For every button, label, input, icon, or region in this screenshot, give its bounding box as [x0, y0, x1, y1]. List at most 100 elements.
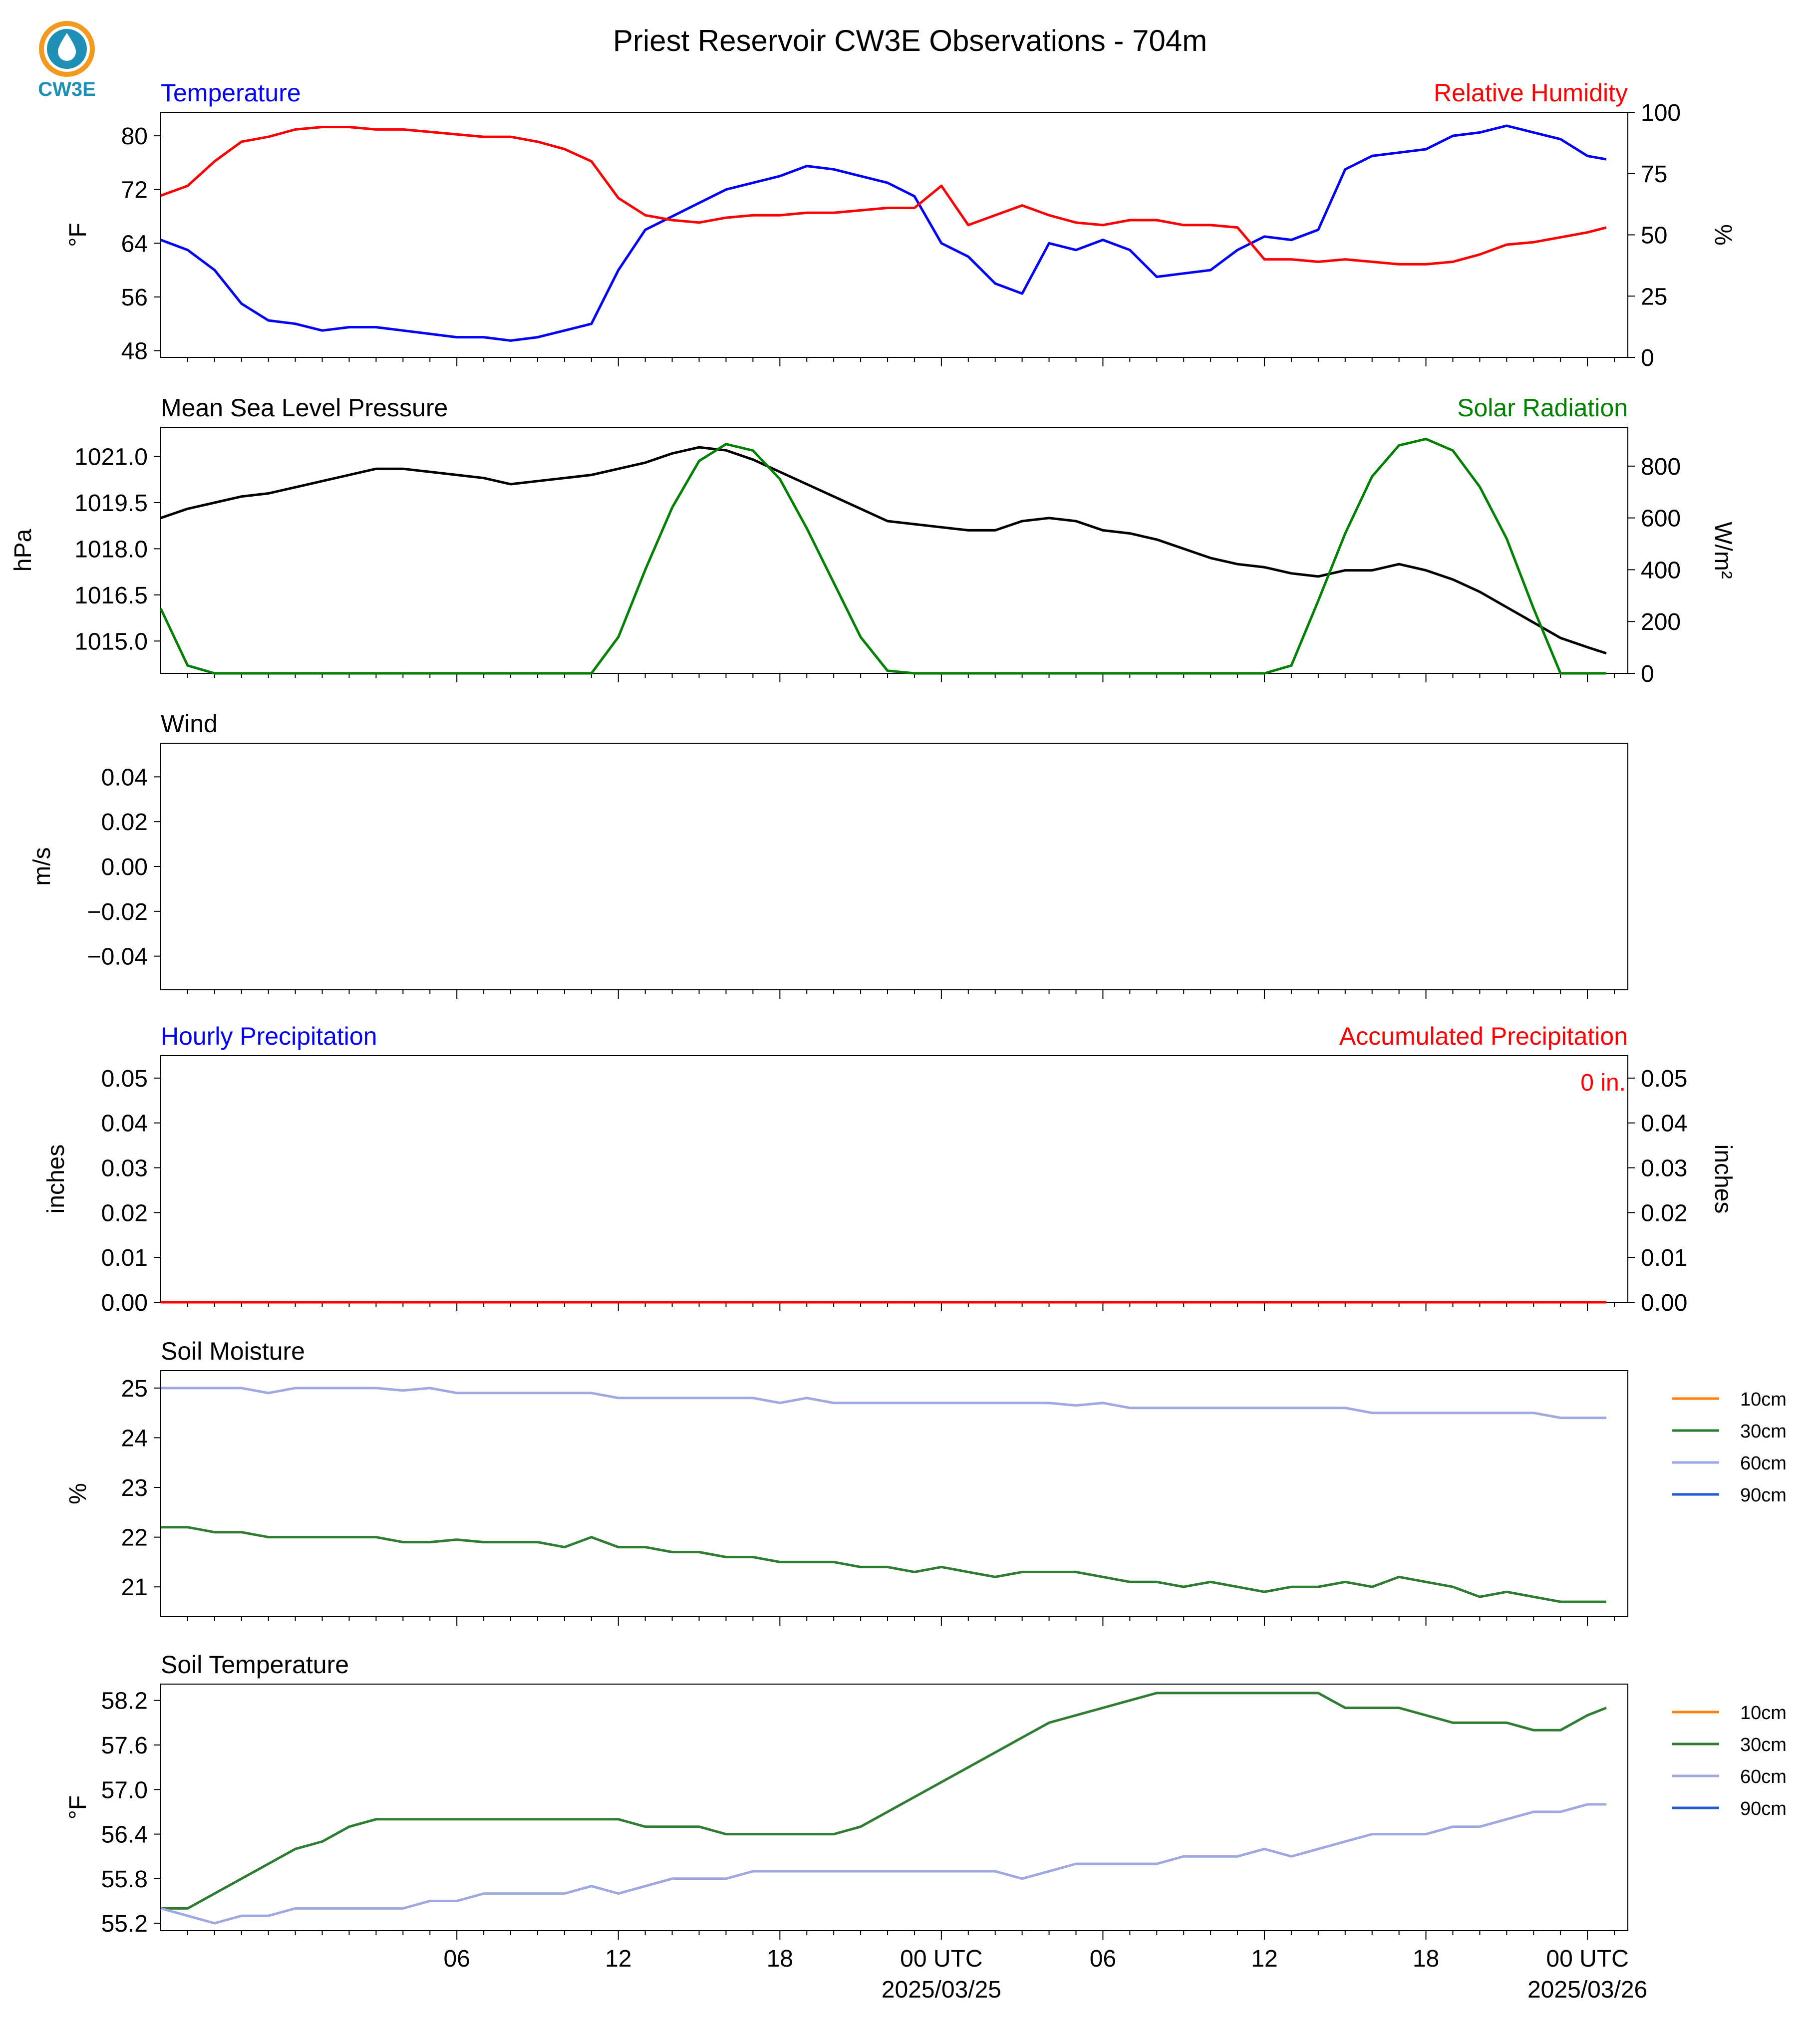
panel-title-left: Wind [161, 710, 218, 738]
y-right-axis-label: % [1710, 224, 1736, 246]
panel-soil_moisture: Soil Moisture 21 22 23 24 25% 10cm 30cm 60cm 90cm [65, 1337, 1787, 1626]
legend-label: 90cm [1740, 1798, 1787, 1819]
y-tick-label: 0.00 [101, 854, 148, 880]
panel-title-left: Soil Temperature [161, 1651, 349, 1679]
y-axis-label: °F [65, 223, 91, 247]
legend-label: 60cm [1740, 1453, 1787, 1474]
legend-label: 10cm [1740, 1389, 1787, 1410]
y-tick-label: 58.2 [101, 1688, 148, 1715]
y-tick-label: 25 [121, 1376, 148, 1402]
panel-frame [160, 1055, 1628, 1303]
panel-title-left: Hourly Precipitation [161, 1022, 377, 1050]
panel-title-left: Soil Moisture [161, 1337, 305, 1365]
y-tick-label: 1018.0 [74, 536, 148, 563]
y-tick-label: 1019.5 [74, 490, 148, 517]
y-tick-label: −0.02 [87, 899, 148, 925]
y-right-tick-label: 600 [1641, 506, 1681, 532]
y-right-tick-label: 0 [1641, 345, 1654, 371]
y-tick-label: 80 [121, 123, 148, 150]
y-right-tick-label: 0.00 [1641, 1290, 1687, 1316]
y-tick-label: 23 [121, 1475, 148, 1501]
panel-frame [160, 427, 1628, 674]
panel-title-left: Mean Sea Level Pressure [161, 394, 448, 422]
y-right-tick-label: 0.02 [1641, 1200, 1687, 1226]
y-right-tick-label: 400 [1641, 557, 1681, 583]
series-line-relative-humidity [160, 126, 1607, 266]
series-line-solar-radiation [159, 437, 1606, 675]
panel-title-right: Relative Humidity [1434, 79, 1628, 107]
y-tick-label: 0.04 [101, 1111, 148, 1137]
panel-wind: Wind −0.04 −0.02 0.00 0.02 0.04 m/s [29, 710, 1628, 999]
panel-temperature_rh: Temperature Relative Humidity 48 56 64 72 80 °F… [65, 79, 1736, 371]
y-tick-label: 1015.0 [74, 628, 148, 655]
series-line-30cm [161, 1692, 1607, 1910]
y-tick-label: 0.02 [101, 1200, 148, 1226]
x-tick-label: 12 [605, 1946, 631, 1972]
logo-text: CW3E [38, 78, 96, 100]
y-axis-label: °F [65, 1795, 91, 1820]
panel-title-left: Temperature [161, 79, 301, 107]
y-tick-label: 72 [121, 177, 148, 204]
panel-frame [160, 112, 1628, 358]
y-right-tick-label: 75 [1641, 161, 1667, 188]
y-tick-label: 56.4 [101, 1822, 148, 1848]
y-tick-label: 0.05 [101, 1066, 148, 1092]
y-right-tick-label: 0.03 [1641, 1156, 1687, 1182]
y-tick-label: 48 [121, 338, 148, 365]
y-tick-label: 57.0 [101, 1777, 148, 1803]
y-axis-label: hPa [10, 529, 36, 572]
y-right-tick-label: 100 [1641, 100, 1681, 126]
y-tick-label: 55.8 [101, 1866, 148, 1893]
panel-title-right: Solar Radiation [1457, 394, 1628, 422]
series-line-mean-sea-level-pressure [160, 446, 1607, 655]
panel-title-right: Accumulated Precipitation [1339, 1022, 1628, 1050]
precip-total-annotation: 0 in. [1580, 1070, 1626, 1096]
y-tick-label: 57.6 [101, 1733, 148, 1759]
y-tick-label: 1016.5 [74, 582, 148, 609]
y-axis-label: inches [43, 1145, 69, 1214]
y-right-tick-label: 0 [1641, 661, 1654, 687]
cw3e-logo: CW3E [38, 21, 96, 100]
panel-pressure_solar: Mean Sea Level Pressure Solar Radiation 10… [10, 394, 1736, 687]
y-tick-label: 64 [121, 231, 148, 257]
y-right-tick-label: 200 [1641, 609, 1681, 635]
y-axis-label: m/s [29, 847, 55, 885]
series-line-30cm [161, 1526, 1606, 1603]
y-right-tick-label: 0.01 [1641, 1245, 1687, 1271]
x-tick-date-label: 2025/03/25 [882, 1977, 1001, 2003]
panel-frame [160, 743, 1628, 990]
y-right-tick-label: 0.04 [1641, 1111, 1687, 1137]
x-tick-date-label: 2025/03/26 [1527, 1977, 1647, 2003]
legend-label: 60cm [1740, 1766, 1787, 1787]
x-tick-label: 00 UTC [900, 1946, 982, 1972]
legend-label: 90cm [1740, 1485, 1787, 1506]
x-tick-label: 06 [443, 1946, 470, 1972]
panel-frame [160, 1370, 1628, 1617]
panel-frame [160, 1684, 1628, 1931]
y-tick-label: 22 [121, 1525, 148, 1551]
panel-precipitation: Hourly Precipitation Accumulated Precipit… [43, 1022, 1736, 1316]
y-right-tick-label: 50 [1641, 223, 1667, 249]
y-tick-label: 0.00 [101, 1290, 148, 1316]
legend-label: 30cm [1740, 1421, 1787, 1442]
y-right-tick-label: 0.05 [1641, 1066, 1687, 1092]
logo-drop-icon [58, 33, 76, 61]
series-line-60cm [160, 1803, 1606, 1925]
legend: 10cm 30cm 60cm 90cm [1672, 1389, 1787, 1506]
x-tick-label: 12 [1251, 1946, 1277, 1972]
y-tick-label: 0.03 [101, 1156, 148, 1182]
x-tick-label: 18 [1413, 1946, 1439, 1972]
chart-title: Priest Reservoir CW3E Observations - 704… [613, 24, 1207, 57]
y-tick-label: 55.2 [101, 1911, 148, 1937]
x-axis-labels: 06 12 18 00 UTC 2025/03/25 06 12 18 00 UTC 2025/0… [443, 1946, 1647, 2003]
panel-soil_temperature: Soil Temperature 55.2 55.8 56.4 57.0 57.6 58.2… [65, 1651, 1787, 1940]
y-right-axis-label: W/m² [1710, 522, 1736, 579]
y-tick-label: 56 [121, 285, 148, 311]
legend: 10cm 30cm 60cm 90cm [1672, 1703, 1787, 1819]
legend-label: 10cm [1740, 1703, 1787, 1724]
y-right-axis-label: inches [1710, 1145, 1736, 1214]
y-tick-label: 0.04 [101, 764, 148, 791]
series-line-60cm [161, 1387, 1606, 1420]
y-tick-label: −0.04 [87, 944, 148, 970]
